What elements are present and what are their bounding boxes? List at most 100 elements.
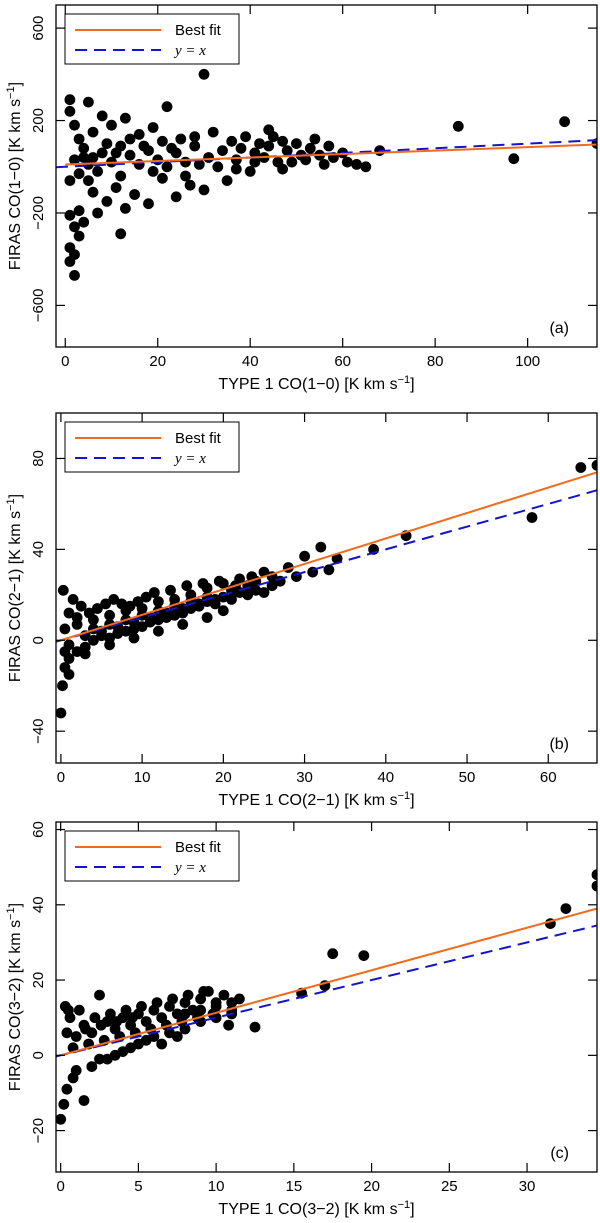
x-tick-label: 15 bbox=[286, 1178, 303, 1195]
data-point bbox=[83, 175, 94, 187]
data-point bbox=[281, 145, 293, 157]
data-points bbox=[64, 68, 597, 281]
data-point bbox=[184, 179, 196, 191]
data-point bbox=[110, 182, 122, 194]
data-point bbox=[115, 170, 127, 182]
chart-panel-1: 0 20 40 60 80 100 −600 −200 200 600 TYPE 1 CO(1−0)… bbox=[5, 4, 598, 393]
x-axis-label: TYPE 1 CO(1−0) [K km s−1] bbox=[218, 374, 414, 393]
fit-lines bbox=[56, 907, 597, 1058]
data-point bbox=[73, 168, 85, 180]
data-point bbox=[242, 589, 254, 601]
data-point bbox=[182, 989, 194, 1001]
data-point bbox=[210, 997, 222, 1008]
data-point bbox=[157, 135, 168, 147]
data-point bbox=[591, 869, 597, 881]
data-point bbox=[56, 1113, 67, 1125]
x-axis-unit-close: ] bbox=[410, 376, 414, 393]
y-axis-unit-close: ] bbox=[7, 82, 24, 86]
data-point bbox=[86, 1061, 98, 1072]
data-point bbox=[88, 634, 99, 646]
y-axis-unit-exponent: −1 bbox=[5, 907, 17, 920]
data-point bbox=[207, 126, 219, 138]
data-point bbox=[526, 512, 538, 523]
data-point bbox=[560, 903, 572, 914]
data-point bbox=[161, 612, 172, 623]
data-point bbox=[61, 1083, 73, 1095]
data-point bbox=[153, 625, 164, 637]
data-point bbox=[452, 120, 464, 132]
data-point bbox=[64, 242, 76, 254]
data-point bbox=[591, 880, 597, 892]
data-point bbox=[87, 152, 99, 163]
data-point bbox=[153, 596, 164, 607]
data-point bbox=[136, 1001, 147, 1012]
x-axis-unit-close: ] bbox=[410, 792, 414, 809]
data-point bbox=[180, 156, 191, 168]
data-point bbox=[120, 1004, 132, 1016]
x-tick-label: 40 bbox=[377, 769, 394, 786]
x-tick-label: 10 bbox=[134, 769, 151, 786]
data-point bbox=[147, 122, 159, 133]
data-point bbox=[213, 575, 225, 587]
data-point bbox=[96, 147, 108, 159]
data-point bbox=[115, 228, 127, 240]
data-point bbox=[73, 230, 85, 242]
data-point bbox=[180, 170, 191, 182]
data-point bbox=[179, 1008, 191, 1020]
legend: Best fit y = x bbox=[64, 421, 240, 473]
x-axis-unit-exponent: −1 bbox=[398, 790, 411, 802]
x-tick-label: 50 bbox=[459, 769, 476, 786]
data-point bbox=[351, 159, 362, 170]
data-point bbox=[291, 138, 302, 150]
data-point bbox=[69, 270, 80, 281]
data-point bbox=[209, 598, 221, 610]
data-point bbox=[63, 607, 75, 619]
y-tick-label: 0 bbox=[30, 636, 47, 644]
data-point bbox=[218, 989, 230, 1001]
data-point bbox=[69, 221, 80, 233]
best-fit-line bbox=[65, 143, 597, 166]
data-point bbox=[96, 630, 107, 642]
data-point bbox=[69, 154, 80, 166]
y-axis-unit-close: ] bbox=[7, 494, 24, 498]
data-point bbox=[235, 142, 247, 154]
data-point bbox=[266, 580, 278, 592]
data-point bbox=[78, 216, 90, 228]
y-tick-label: 60 bbox=[30, 821, 47, 838]
data-point bbox=[105, 1008, 116, 1020]
x-tick-label: 100 bbox=[515, 353, 540, 370]
data-point bbox=[341, 156, 353, 168]
data-point bbox=[124, 133, 136, 145]
x-tick-label: 20 bbox=[363, 1178, 380, 1195]
y-axis-unit-exponent: −1 bbox=[5, 86, 17, 99]
data-point bbox=[111, 1016, 122, 1027]
data-point bbox=[136, 621, 148, 632]
data-point bbox=[309, 133, 321, 145]
data-point bbox=[71, 646, 83, 657]
data-point bbox=[166, 142, 178, 154]
x-tick-label: 30 bbox=[296, 769, 313, 786]
legend: Best fit y = x bbox=[64, 830, 240, 882]
data-point bbox=[318, 159, 330, 170]
data-point bbox=[217, 145, 228, 157]
x-tick-label: 60 bbox=[334, 353, 351, 370]
data-point bbox=[144, 616, 156, 628]
data-point bbox=[106, 119, 117, 131]
panel-tag: (c) bbox=[550, 1145, 569, 1162]
data-point bbox=[193, 600, 205, 612]
data-point bbox=[92, 166, 103, 177]
y-tick-label: 20 bbox=[30, 972, 47, 989]
data-point bbox=[56, 707, 67, 719]
data-point bbox=[148, 587, 160, 598]
data-point bbox=[83, 607, 95, 619]
data-point bbox=[360, 161, 372, 173]
legend-best-fit-label: Best fit bbox=[175, 22, 222, 39]
x-tick-label: 80 bbox=[427, 353, 444, 370]
y-tick-label: 40 bbox=[30, 896, 47, 913]
data-point bbox=[559, 116, 570, 128]
data-point bbox=[64, 105, 76, 117]
data-point bbox=[87, 186, 99, 198]
data-point bbox=[120, 203, 131, 214]
data-point bbox=[71, 612, 83, 623]
